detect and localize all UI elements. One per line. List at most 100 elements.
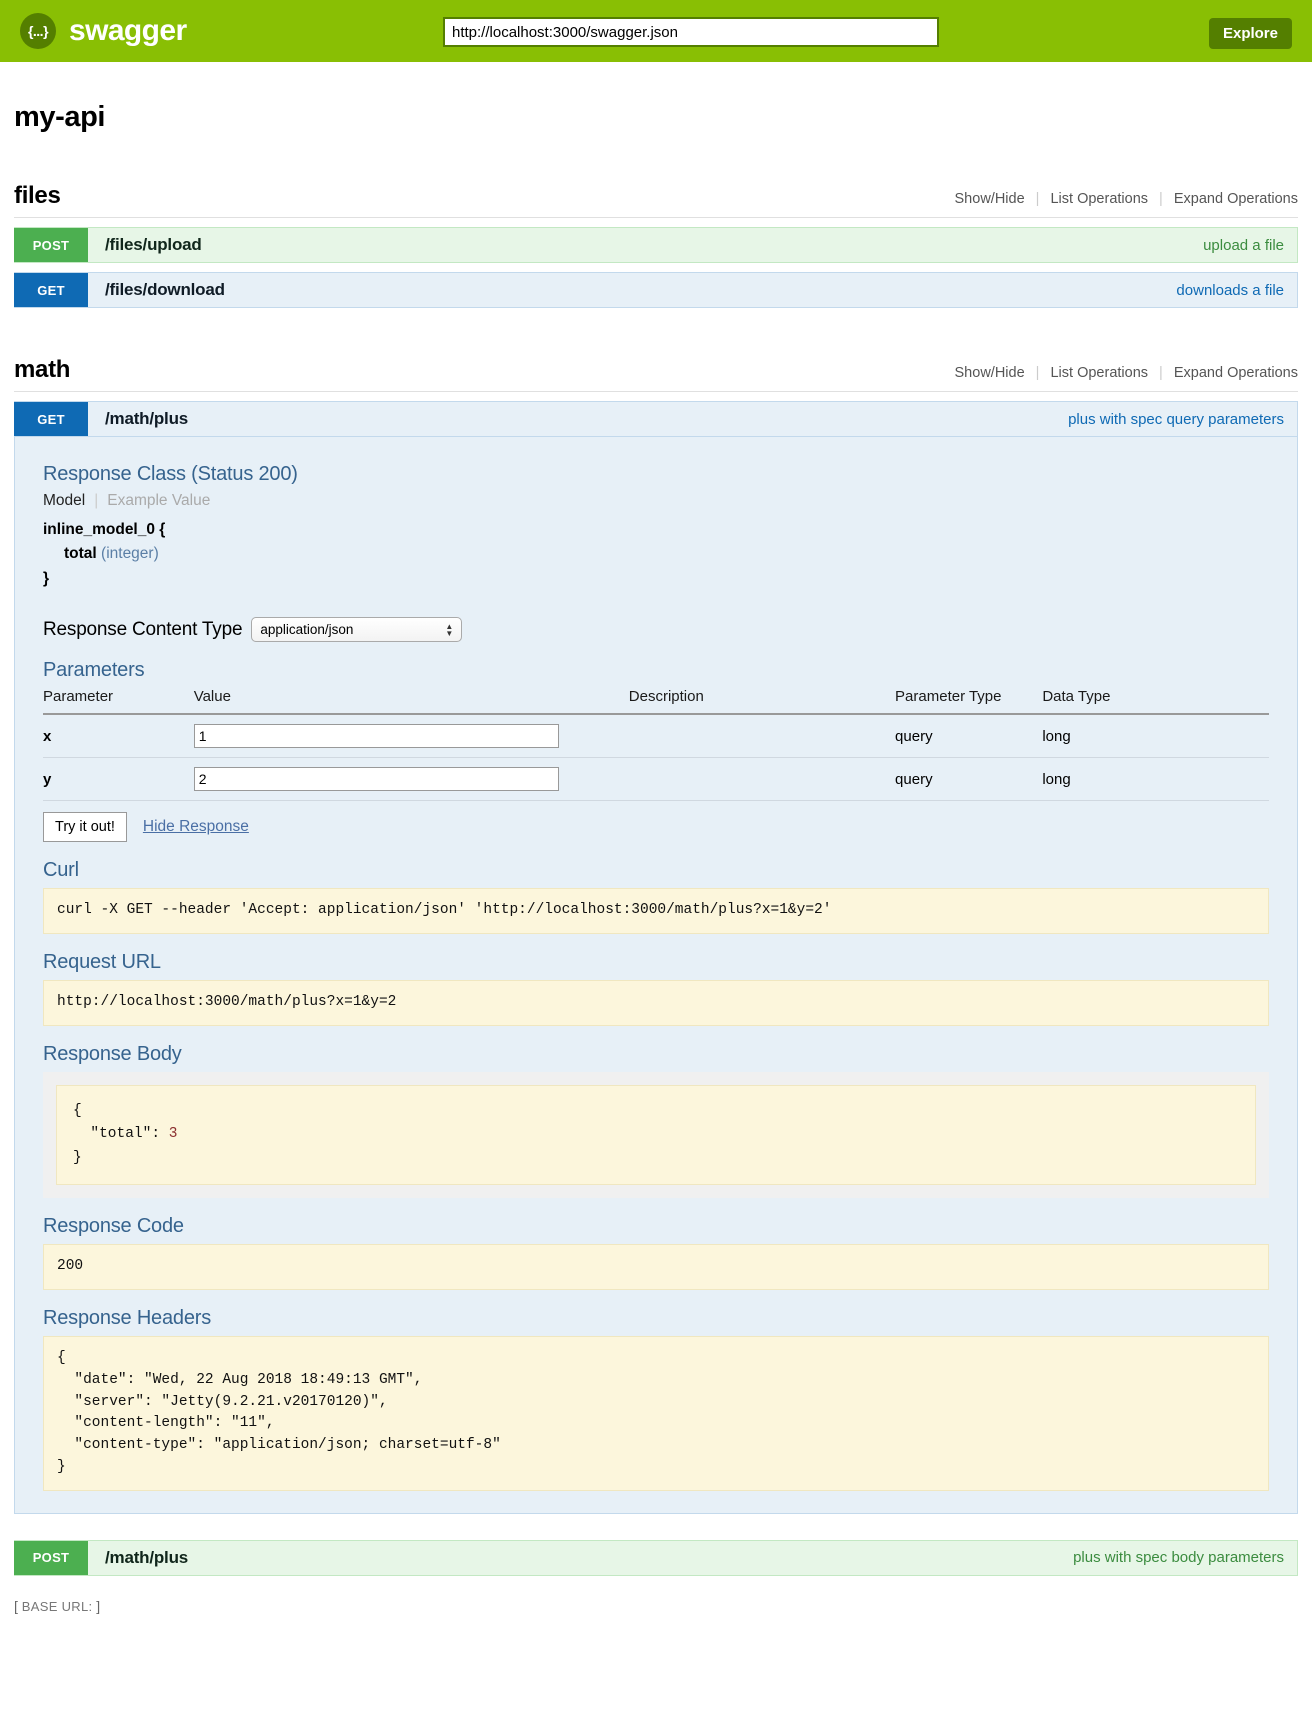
resource-header-math: math Show/Hide | List Operations | Expan… (14, 356, 1298, 392)
model-property: total (integer) (43, 542, 1283, 566)
model-tabs: Model | Example Value (43, 492, 1283, 510)
operation-summary[interactable]: plus with spec body parameters (1073, 1549, 1284, 1567)
curl-title: Curl (43, 859, 79, 882)
response-class-title: Response Class (Status 200) (43, 463, 298, 485)
expand-operations-link-math[interactable]: Expand Operations (1173, 365, 1298, 381)
param-name-x: x (43, 714, 194, 759)
model-property-type: (integer) (101, 545, 159, 563)
operation-header[interactable]: POST /math/plus plus with spec body para… (14, 1539, 1298, 1576)
method-badge: POST (14, 1540, 88, 1575)
top-bar: {...} swagger Explore (0, 0, 1312, 62)
response-body-title: Response Body (43, 1042, 182, 1065)
resource-name-files: files (14, 182, 61, 209)
operation-post-math-plus[interactable]: POST /math/plus plus with spec body para… (14, 1539, 1298, 1576)
resource-header-files: files Show/Hide | List Operations | Expa… (14, 182, 1298, 218)
operation-summary[interactable]: downloads a file (1176, 281, 1284, 299)
link-divider: | (1159, 365, 1163, 381)
response-headers-title: Response Headers (43, 1307, 212, 1330)
column-header-data-type: Data Type (1042, 688, 1269, 716)
column-header-value: Value (193, 688, 629, 716)
column-header-parameter: Parameter (43, 688, 194, 716)
method-badge: GET (14, 273, 88, 307)
curl-command: curl -X GET --header 'Accept: applicatio… (43, 888, 1269, 935)
operation-details: Response Class (Status 200) Model | Exam… (14, 437, 1298, 1514)
method-badge: POST (14, 228, 88, 262)
response-content-type-select[interactable]: application/json ▲ ▼ (251, 617, 463, 643)
column-header-parameter-type: Parameter Type (895, 688, 1043, 716)
operation-header[interactable]: GET /math/plus plus with spec query para… (14, 401, 1298, 437)
operation-get-files-download[interactable]: GET /files/download downloads a file (14, 272, 1298, 308)
param-type-y: query (895, 757, 1043, 802)
operation-get-math-plus[interactable]: GET /math/plus plus with spec query para… (14, 401, 1298, 1514)
param-value-cell-y (193, 757, 629, 802)
operation-path: /files/upload (105, 235, 202, 254)
tab-example-value[interactable]: Example Value (107, 492, 211, 509)
response-code-title: Response Code (43, 1215, 184, 1238)
param-value-cell-x (193, 714, 629, 759)
param-name-y: y (43, 757, 194, 802)
method-badge: GET (14, 402, 88, 436)
list-operations-link-math[interactable]: List Operations (1050, 365, 1149, 381)
response-content-type-label: Response Content Type (43, 618, 243, 640)
param-input-y[interactable] (193, 767, 559, 792)
operation-summary[interactable]: plus with spec query parameters (1068, 410, 1284, 428)
resource-links-files: Show/Hide | List Operations | Expand Ope… (955, 191, 1298, 207)
operation-header[interactable]: POST /files/upload upload a file (14, 227, 1298, 263)
response-body-container: { "total": 3 } (43, 1071, 1269, 1199)
footer-close-bracket: ] (96, 1597, 101, 1614)
model-open-line: inline_model_0 { (43, 521, 166, 538)
param-data-type-y: long (1042, 757, 1269, 802)
param-data-type-x: long (1042, 714, 1269, 759)
tab-divider: | (94, 492, 99, 509)
explore-button[interactable]: Explore (1208, 18, 1292, 49)
request-url: http://localhost:3000/math/plus?x=1&y=2 (43, 980, 1269, 1026)
parameters-title: Parameters (43, 659, 145, 682)
show-hide-link-math[interactable]: Show/Hide (954, 365, 1025, 381)
model-signature: inline_model_0 { total (integer) } (43, 518, 1283, 591)
footer-base-url-key: BASE URL: (21, 1598, 93, 1614)
table-row: y query long (43, 757, 1269, 802)
model-property-name: total (64, 545, 97, 563)
response-code: 200 (43, 1244, 1269, 1291)
response-content-type-value: application/json (260, 622, 354, 638)
operation-summary[interactable]: upload a file (1203, 236, 1284, 254)
operation-post-files-upload[interactable]: POST /files/upload upload a file (14, 227, 1298, 263)
request-url-title: Request URL (43, 951, 161, 974)
try-it-out-row: Try it out! Hide Response (43, 812, 1283, 843)
page-title: my-api (14, 101, 106, 133)
tab-model[interactable]: Model (43, 492, 86, 509)
param-description-x (628, 714, 896, 759)
model-close-line: } (43, 569, 50, 587)
try-it-out-button[interactable]: Try it out! (43, 812, 127, 843)
param-input-x[interactable] (193, 724, 559, 749)
response-body-open-brace: { (73, 1102, 82, 1119)
table-row: x query long (43, 714, 1269, 759)
operation-path: /math/plus (105, 409, 189, 428)
brand-name: swagger (69, 14, 187, 47)
operation-path: /math/plus (105, 1547, 189, 1567)
spec-url-input[interactable] (443, 17, 939, 47)
hide-response-link[interactable]: Hide Response (142, 818, 249, 836)
resource-name-math: math (14, 356, 71, 383)
parameters-table: Parameter Value Description Parameter Ty… (43, 688, 1269, 802)
operation-path: /files/download (105, 280, 225, 299)
response-body-key: "total": (73, 1126, 169, 1143)
response-headers: { "date": "Wed, 22 Aug 2018 18:49:13 GMT… (43, 1336, 1269, 1491)
footer-base-url: [ BASE URL: ] (14, 1598, 1298, 1614)
footer-open-bracket: [ (14, 1597, 18, 1614)
brand[interactable]: {...} swagger (20, 13, 187, 49)
response-body-value: 3 (168, 1126, 178, 1143)
table-header-row: Parameter Value Description Parameter Ty… (43, 688, 1269, 716)
expand-operations-link-files[interactable]: Expand Operations (1173, 191, 1298, 207)
param-type-x: query (895, 714, 1043, 759)
swagger-logo-icon: {...} (20, 13, 56, 49)
link-divider: | (1159, 191, 1163, 207)
param-description-y (628, 757, 896, 802)
column-header-description: Description (628, 688, 896, 716)
link-divider: | (1035, 365, 1040, 381)
response-body-code: { "total": 3 } (56, 1084, 1256, 1186)
response-content-type-row: Response Content Type application/json ▲… (43, 617, 1283, 643)
list-operations-link-files[interactable]: List Operations (1050, 191, 1149, 207)
show-hide-link-files[interactable]: Show/Hide (954, 191, 1025, 207)
operation-header[interactable]: GET /files/download downloads a file (14, 272, 1298, 308)
